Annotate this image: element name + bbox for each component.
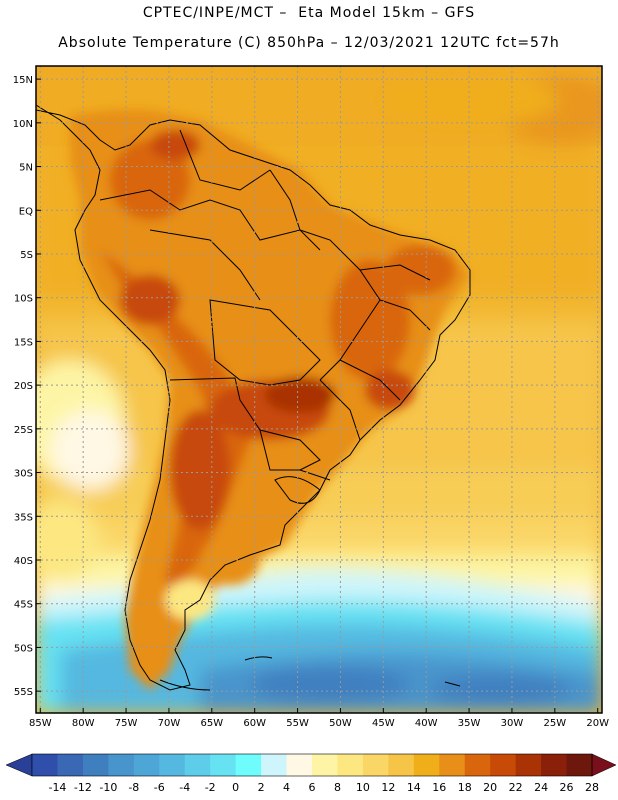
colorbar-cell xyxy=(32,754,58,776)
colorbar-cell xyxy=(515,754,542,776)
lat-label: 35S xyxy=(14,512,33,523)
colorbar-tick-label: 2 xyxy=(258,781,265,794)
longitude-axis: 85W 80W 75W 70W 65W 60W 55W 50W 45W 40W 35W 30W 25W 2… xyxy=(29,708,609,729)
colorbar-tick-label: 4 xyxy=(283,781,290,794)
colorbar-max-arrow xyxy=(591,753,617,777)
lat-label: 5N xyxy=(19,163,33,174)
lat-label: 10S xyxy=(14,294,33,305)
colorbar-tick-label: 12 xyxy=(381,781,395,794)
colorbar-cell xyxy=(337,754,364,776)
colorbar-cell xyxy=(464,754,491,776)
colorbar-min-arrow xyxy=(5,753,33,777)
colorbar-tick-label: -8 xyxy=(128,781,139,794)
colorbar-cell xyxy=(235,754,262,776)
colorbar-tick-label: -14 xyxy=(48,781,66,794)
colorbar-cell xyxy=(261,754,288,776)
colorbar-cell xyxy=(312,754,338,776)
lon-label: 55W xyxy=(286,718,309,729)
colorbar-tick-label: 14 xyxy=(407,781,421,794)
lat-label: 20S xyxy=(14,381,33,392)
lon-label: 35W xyxy=(458,718,481,729)
colorbar-cell xyxy=(439,754,466,776)
colorbar-cell xyxy=(210,754,237,776)
lon-label: 70W xyxy=(158,718,181,729)
colorbar-tick-label: -12 xyxy=(74,781,92,794)
lat-label: 15S xyxy=(14,337,33,348)
coastlines xyxy=(36,104,471,691)
colorbar: -14 -12 -10 -8 -6 -4 -2 0 2 4 6 8 10 12 14 16 18 20 22 24 26… xyxy=(5,753,617,794)
lat-label: EQ xyxy=(19,206,33,217)
colorbar-tick-label: 8 xyxy=(334,781,341,794)
lon-label: 85W xyxy=(29,718,52,729)
temperature-map: 15N 10N 5N EQ 5S 10S 15S 20S 25S 30S 35S 40S 45S 50S 5… xyxy=(13,65,609,729)
colorbar-cell xyxy=(133,754,160,776)
lon-label: 50W xyxy=(329,718,352,729)
colorbar-cell xyxy=(413,754,440,776)
colorbar-tick-label: 28 xyxy=(585,781,599,794)
colorbar-tick-label: 26 xyxy=(560,781,574,794)
colorbar-cell xyxy=(184,754,211,776)
gridlines xyxy=(36,66,602,713)
colorbar-cell xyxy=(566,754,593,776)
temperature-field xyxy=(36,66,602,713)
colorbar-cell xyxy=(388,754,415,776)
lat-label: 55S xyxy=(14,687,33,698)
lon-label: 25W xyxy=(544,718,567,729)
lon-label: 60W xyxy=(243,718,266,729)
lat-label: 50S xyxy=(14,643,33,654)
colorbar-cell xyxy=(490,754,517,776)
lon-label: 65W xyxy=(200,718,223,729)
colorbar-tick-label: 0 xyxy=(232,781,239,794)
map-frame xyxy=(35,65,603,714)
latitude-axis: 15N 10N 5N EQ 5S 10S 15S 20S 25S 30S 35S 40S 45S 50S 5… xyxy=(13,75,41,698)
colorbar-tick-label: -2 xyxy=(205,781,216,794)
colorbar-cell xyxy=(362,754,389,776)
lat-label: 25S xyxy=(14,425,33,436)
lat-label: 30S xyxy=(14,469,33,480)
colorbar-tick-label: 18 xyxy=(458,781,472,794)
colorbar-tick-label: 20 xyxy=(483,781,497,794)
lat-label: 15N xyxy=(13,75,33,86)
lat-label: 45S xyxy=(14,600,33,611)
title-line-2: Absolute Temperature (C) 850hPa – 12/03/… xyxy=(58,35,560,51)
lon-label: 30W xyxy=(501,718,524,729)
lon-label: 40W xyxy=(415,718,438,729)
colorbar-tick-label: 22 xyxy=(509,781,523,794)
colorbar-cell xyxy=(57,754,84,776)
lat-label: 10N xyxy=(13,119,33,130)
colorbar-tick-label: 24 xyxy=(534,781,548,794)
colorbar-cell xyxy=(159,754,186,776)
colorbar-cell xyxy=(108,754,135,776)
colorbar-cell xyxy=(286,754,313,776)
lon-label: 75W xyxy=(115,718,138,729)
lon-label: 80W xyxy=(72,718,95,729)
lon-label: 45W xyxy=(372,718,395,729)
colorbar-tick-label: 10 xyxy=(356,781,370,794)
lon-label: 20W xyxy=(586,718,609,729)
lat-label: 40S xyxy=(14,556,33,567)
colorbar-cell xyxy=(82,754,109,776)
colorbar-tick-label: -10 xyxy=(99,781,117,794)
title-line-1: CPTEC/INPE/MCT – Eta Model 15km – GFS xyxy=(142,5,476,21)
colorbar-tick-label: 6 xyxy=(309,781,316,794)
colorbar-tick-label: -4 xyxy=(179,781,190,794)
colorbar-cell xyxy=(541,754,568,776)
colorbar-tick-label: -6 xyxy=(154,781,165,794)
colorbar-tick-label: 16 xyxy=(432,781,446,794)
lat-label: 5S xyxy=(20,250,33,261)
